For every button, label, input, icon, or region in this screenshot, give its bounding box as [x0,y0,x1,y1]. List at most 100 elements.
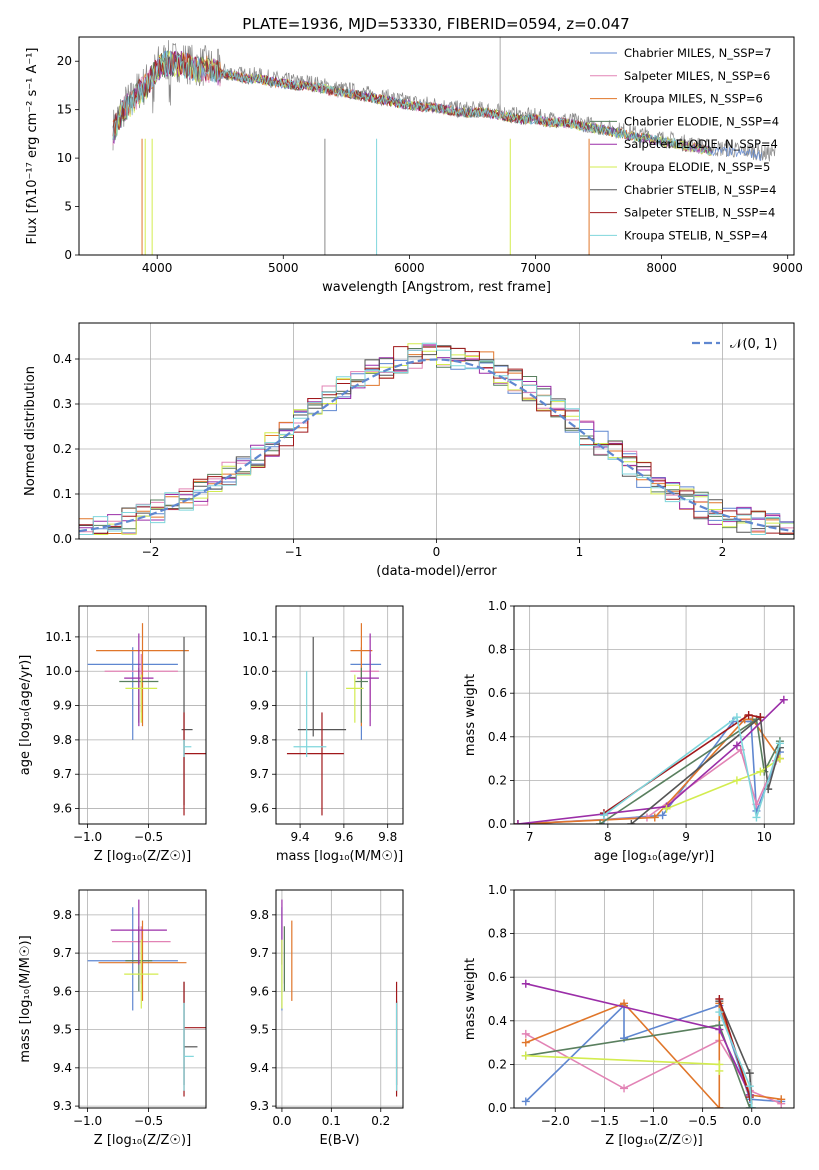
y-tick-label: 0 [64,248,72,262]
spectrum-legend: Chabrier MILES, N_SSP=7 Salpeter MILES, N… [590,46,779,242]
errorbar-point [183,739,192,758]
mass-weight-line [517,748,777,824]
y-tick-label: 0.4 [488,1014,507,1028]
mass_vs_ebv-xlabel: E(B-V) [319,1133,359,1148]
errorbar-point [96,623,189,727]
mass-weight-point [715,1008,724,1017]
massweight_vs_Z-plot-area: −2.0 −1.5 −1.0 −0.5 0.0 0.0 0.2 0.4 0.6 0.8 1.0 [488,883,794,1128]
y-tick-label: 9.6 [53,802,72,816]
age_vs_Z-xlabel: Z [log₁₀(Z/Z☉)] [94,849,191,864]
massweight_vs_Z-frame [513,889,795,1109]
x-tick-label: 0.1 [322,1114,341,1128]
mass-weight-point [715,1025,724,1034]
mass-weight-line [525,1024,751,1108]
y-tick-label: 10.1 [242,630,269,644]
x-tick-label: −0.5 [134,1114,163,1128]
y-tick-label: 10 [57,151,72,165]
y-tick-label: 9.3 [53,1099,72,1113]
y-tick-label: 9.6 [250,984,269,998]
mass_vs_ebv-frame [275,889,404,1109]
mass_vs_Z-plot-area: −1.0 −0.5 9.3 9.4 9.5 9.6 9.7 9.8 [53,890,206,1128]
errorbar-point [183,981,206,1097]
mass-weight-point [658,811,667,820]
legend-entry: Chabrier STELIB, N_SSP=4 [624,183,776,197]
x-tick-label: 2 [719,545,727,559]
y-tick-label: 9.7 [53,946,72,960]
spectrum-marks [112,37,776,255]
age_vs_mass-grid [276,606,403,824]
mass-weight-point [620,1084,629,1093]
errorbar-point [87,907,178,1011]
legend-entry: Chabrier MILES, N_SSP=7 [624,46,771,60]
x-tick-label: 9 [682,830,690,844]
y-tick-label: 0.2 [53,442,72,456]
errorbar-point [183,712,206,816]
mass-weight-point [732,741,741,750]
spectrum-frame [78,36,795,256]
mass-weight-point [775,739,784,748]
spectrum-panel: 4000 5000 6000 7000 8000 9000 0 5 10 15 20 waveleng… [25,36,803,295]
legend-entry: Chabrier ELODIE, N_SSP=4 [624,114,779,128]
massweight_vs_Z-grid [514,889,794,1109]
age_vs_Z-frame [78,605,207,825]
y-tick-label: 9.3 [250,1099,269,1113]
normal-curve [79,358,794,533]
model-spectrum-line [112,50,712,156]
legend-entry: Kroupa STELIB, N_SSP=4 [624,228,768,242]
massweight_vs_Z-marks [521,979,786,1108]
massweight-vs-age-panel: 7 8 9 10 0.0 0.2 0.4 0.6 0.8 1.0 age [log₁₀(age/yr… [463,599,795,864]
errorbar-point [354,667,368,723]
y-tick-label: 10.1 [45,630,72,644]
mass-weight-line [599,718,781,824]
mass-weight-point [599,811,608,820]
y-tick-label: 0.8 [488,643,507,657]
model-spectrum-line [112,51,712,157]
y-tick-label: 0.3 [53,397,72,411]
mass-weight-point [620,999,629,1008]
x-tick-label: 0.2 [371,1114,390,1128]
y-tick-label: 9.6 [250,802,269,816]
x-tick-label: −1.0 [73,1114,102,1128]
mass_vs_Z-frame [78,889,207,1109]
mass-weight-point [779,695,788,704]
x-tick-label: 0.0 [272,1114,291,1128]
x-tick-label: 0.0 [742,1114,761,1128]
residuals-frame [78,322,795,540]
mass-weight-point [744,711,753,719]
x-tick-label: −1.0 [73,830,102,844]
y-tick-label: 0.0 [488,817,507,831]
mass-weight-point [715,1066,724,1075]
age-vs-metallicity-panel: −1.0 −0.5 9.6 9.7 9.8 9.9 10.0 10.1 Z [log₁₀(Z/Z… [18,605,207,864]
x-tick-label: 5000 [268,261,299,275]
y-tick-label: 0.1 [53,487,72,501]
y-tick-label: 9.6 [53,984,72,998]
legend-entry: Kroupa MILES, N_SSP=6 [624,92,763,106]
x-tick-label: −2 [142,545,160,559]
massweight_vs_age-plot-area: 7 8 9 10 0.0 0.2 0.4 0.6 0.8 1.0 [488,599,794,844]
mass-weight-point [521,1097,530,1106]
x-tick-label: 0 [433,545,441,559]
mass-weight-line [525,1002,782,1108]
errorbar-point [183,1002,194,1091]
errorbar-point [183,981,198,1086]
y-tick-label: 0.2 [488,1057,507,1071]
x-tick-label: 9.8 [378,830,397,844]
y-tick-label: 10.0 [45,664,72,678]
y-tick-label: 9.8 [250,733,269,747]
residuals-ylabel: Normed distribution [23,366,38,496]
errorbar-point [293,671,327,758]
x-tick-label: 10 [757,830,772,844]
y-tick-label: 0.0 [488,1101,507,1115]
mass_vs_Z-marks [87,899,206,1097]
massweight_vs_Z-xlabel: Z [log₁₀(Z/Z☉)] [605,1133,702,1148]
mass-weight-point [732,713,741,722]
errorbar-point [181,636,193,806]
y-tick-label: 0.6 [488,970,507,984]
residuals-panel: −2 −1 0 1 2 0.0 0.1 0.2 0.3 0.4 (data-model)/error… [23,322,795,579]
x-tick-label: 9000 [772,261,803,275]
errorbar-point [125,674,158,723]
massweight-vs-metallicity-panel: −2.0 −1.5 −1.0 −0.5 0.0 0.0 0.2 0.4 0.6 0.8 1.0 Z [… [463,883,795,1148]
residuals-plot-area: −2 −1 0 1 2 0.0 0.1 0.2 0.3 0.4 [53,323,794,559]
x-tick-label: −0.5 [688,1114,717,1128]
